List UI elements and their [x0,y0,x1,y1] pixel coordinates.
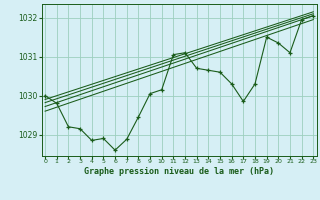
X-axis label: Graphe pression niveau de la mer (hPa): Graphe pression niveau de la mer (hPa) [84,167,274,176]
